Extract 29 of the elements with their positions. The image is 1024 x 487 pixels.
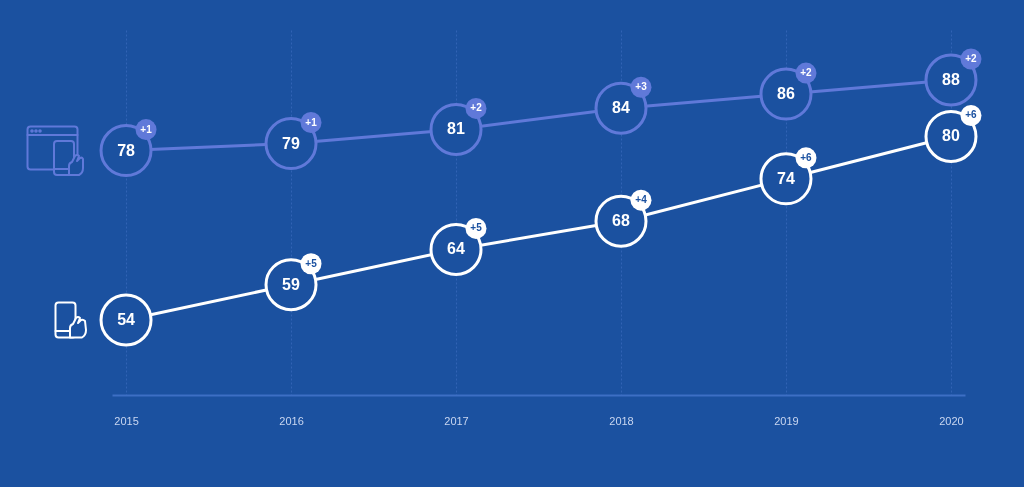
x-tick-label: 2017 [444,414,469,427]
data-label: 78 [117,141,136,159]
data-label: 59 [282,275,301,293]
data-label: 80 [942,127,960,145]
data-label: 74 [777,169,795,187]
x-tick-label: 2018 [609,414,634,427]
annotation: +5 [305,257,318,269]
annotation: +4 [635,194,648,206]
x-tick-label: 2016 [279,414,304,427]
data-label: 68 [612,212,630,230]
data-label: 79 [282,134,301,152]
x-tick-label: 2015 [114,414,139,427]
annotation: +2 [965,53,978,64]
data-label: 54 [117,311,136,328]
annotation: +6 [800,151,813,163]
data-label: 86 [777,85,795,103]
annotation: +1 [140,123,153,135]
annotation: +3 [635,81,648,93]
annotation: +2 [470,102,483,114]
data-label: 88 [942,71,960,88]
annotation: +1 [305,116,318,128]
annotation: +2 [800,67,813,79]
x-tick-label: 2020 [939,414,964,427]
data-label: 84 [612,99,630,117]
data-label: 81 [447,120,465,138]
data-label: 64 [447,240,465,258]
x-tick-label: 2019 [774,414,799,427]
annotation: +5 [470,222,483,234]
annotation: +6 [965,109,978,121]
